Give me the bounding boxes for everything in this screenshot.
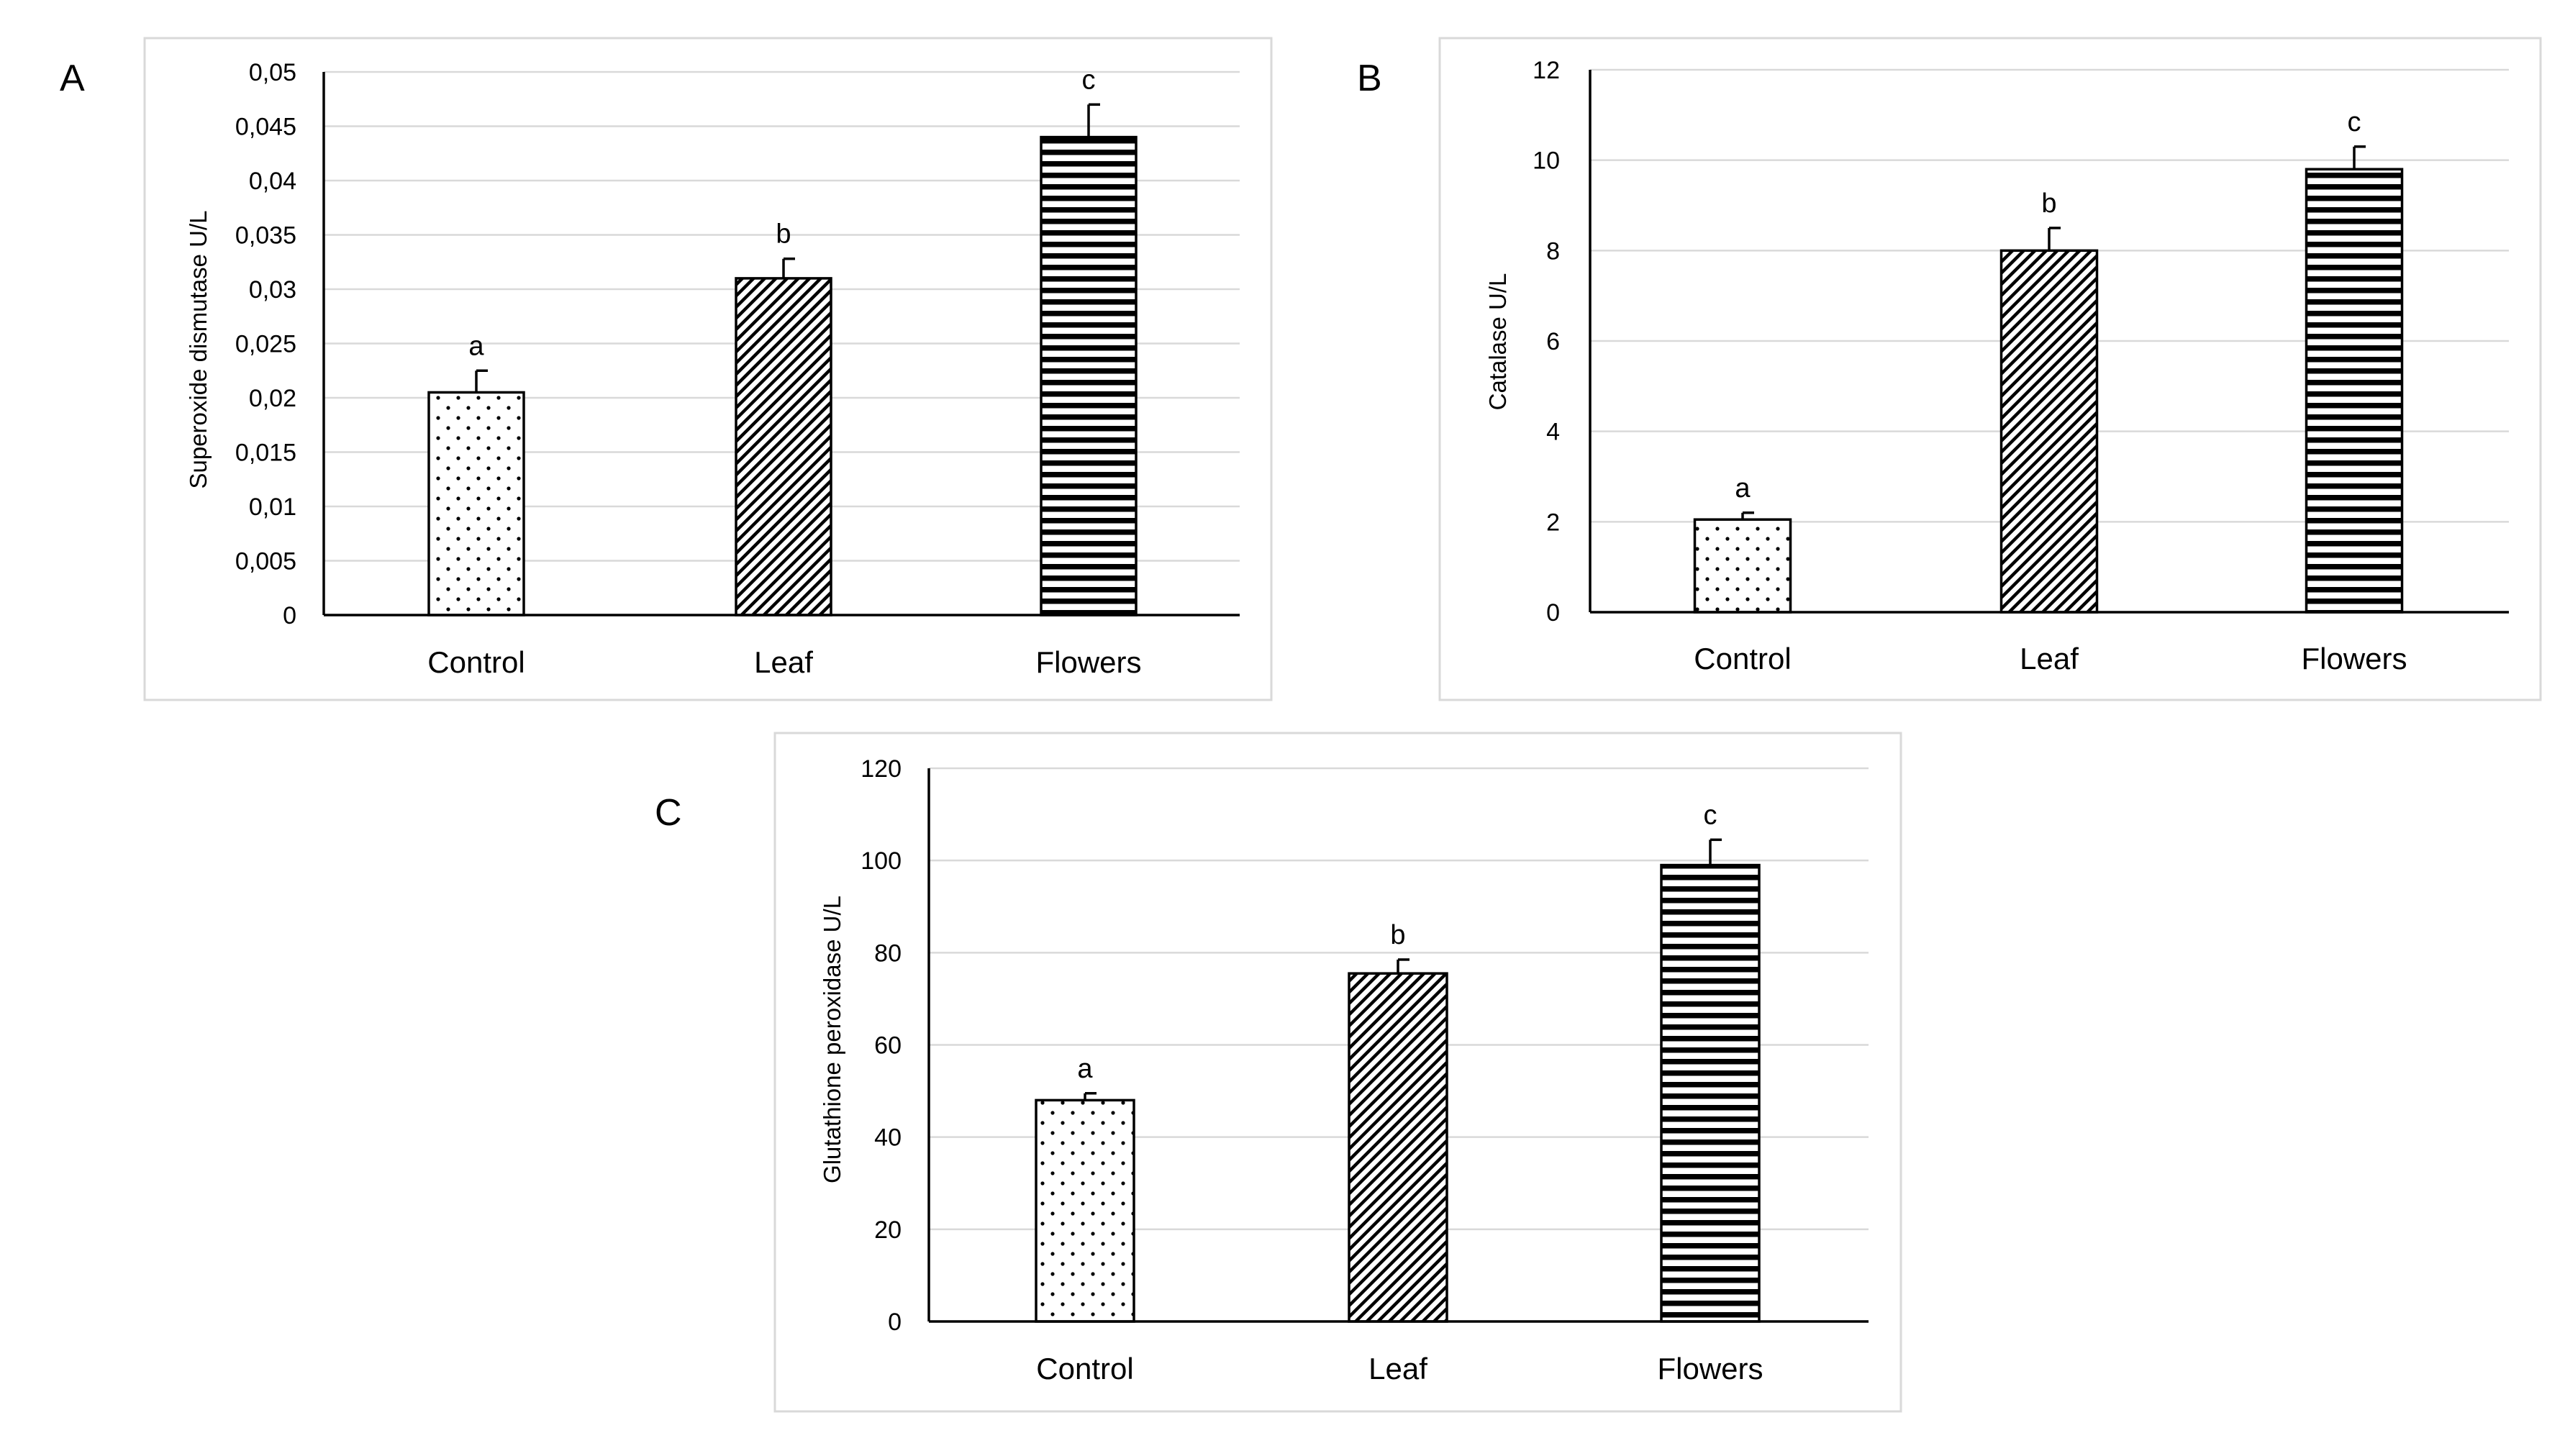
- significance-letter-flowers-c: c: [1704, 800, 1717, 830]
- y-tick-label-a: 0,04: [249, 168, 296, 195]
- significance-letter-leaf-a: b: [776, 219, 791, 250]
- x-tick-label-flowers-b: Flowers: [2301, 642, 2407, 675]
- x-tick-label-leaf-a: Leaf: [754, 645, 813, 679]
- chart-panel-a: A 0 0,005 0,01 0,015 0,02 0,025 0,03 0,035 0,04 0…: [60, 37, 1273, 701]
- y-tick-label-a: 0: [283, 602, 296, 629]
- y-tick-label-b: 8: [1546, 237, 1560, 265]
- significance-letter-leaf-b: b: [2041, 188, 2056, 219]
- bar-control-a: [429, 392, 524, 615]
- significance-letter-leaf-c: b: [1390, 920, 1405, 950]
- y-axis-label-b: Catalase U/L: [1484, 273, 1511, 411]
- x-tick-label-flowers-c: Flowers: [1657, 1352, 1763, 1386]
- bar-control-b: [1694, 519, 1791, 612]
- bar-control-c: [1036, 1100, 1134, 1321]
- chart-panel-c: C 0 20 40 60 80 100 120 a Control b Leaf c Flowers G…: [655, 732, 1902, 1413]
- bar-flowers-b: [2306, 169, 2402, 612]
- y-tick-label-c: 0: [888, 1309, 902, 1336]
- bar-leaf-a: [736, 278, 831, 615]
- panel-letter-a: A: [60, 58, 85, 99]
- x-tick-label-control-a: Control: [427, 645, 525, 679]
- bar-flowers-a: [1041, 137, 1136, 616]
- y-tick-label-a: 0,015: [235, 440, 296, 467]
- y-tick-label-a: 0,035: [235, 222, 296, 250]
- significance-letter-flowers-a: c: [1082, 65, 1096, 95]
- significance-letter-flowers-b: c: [2348, 107, 2361, 137]
- y-tick-label-b: 0: [1546, 599, 1560, 627]
- y-tick-label-c: 20: [874, 1216, 902, 1244]
- y-tick-label-b: 10: [1533, 147, 1560, 175]
- bar-leaf-c: [1349, 973, 1447, 1321]
- y-tick-label-a: 0,02: [249, 385, 296, 412]
- y-tick-label-b: 4: [1546, 419, 1560, 446]
- y-tick-label-a: 0,01: [249, 493, 296, 521]
- y-tick-label-a: 0,025: [235, 331, 296, 358]
- y-tick-label-a: 0,05: [249, 59, 296, 86]
- y-tick-label-c: 60: [874, 1032, 902, 1060]
- panel-letter-b: B: [1357, 58, 1382, 99]
- y-tick-label-a: 0,005: [235, 548, 296, 575]
- y-axis-label-a: Superoxide dismutase U/L: [185, 210, 212, 488]
- y-tick-label-c: 100: [861, 847, 902, 875]
- significance-letter-control-a: a: [468, 331, 484, 361]
- y-tick-label-a: 0,03: [249, 276, 296, 304]
- y-tick-label-b: 12: [1533, 57, 1560, 84]
- x-tick-label-control-c: Control: [1036, 1352, 1133, 1386]
- x-tick-label-flowers-a: Flowers: [1035, 645, 1141, 679]
- y-tick-label-c: 120: [861, 755, 902, 783]
- y-tick-label-a: 0,045: [235, 114, 296, 141]
- bar-flowers-c: [1661, 865, 1759, 1321]
- significance-letter-control-b: a: [1735, 473, 1751, 504]
- x-tick-label-leaf-b: Leaf: [2020, 642, 2079, 675]
- panel-letter-c: C: [655, 792, 682, 834]
- y-tick-label-c: 80: [874, 939, 902, 967]
- x-tick-label-control-b: Control: [1694, 642, 1791, 675]
- y-tick-label-b: 2: [1546, 509, 1560, 536]
- y-tick-label-c: 40: [874, 1124, 902, 1152]
- y-tick-label-b: 6: [1546, 328, 1560, 355]
- chart-panel-b: B 0 2 4 6 8 10 12 a Control b Leaf c Flowers Catalas…: [1357, 37, 2542, 701]
- y-axis-label-c: Glutathione peroxidase U/L: [819, 896, 845, 1183]
- x-tick-label-leaf-c: Leaf: [1368, 1352, 1427, 1386]
- bar-leaf-b: [2001, 250, 2097, 612]
- significance-letter-control-c: a: [1077, 1054, 1093, 1084]
